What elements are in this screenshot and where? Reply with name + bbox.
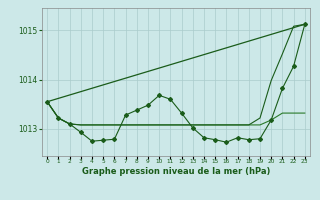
X-axis label: Graphe pression niveau de la mer (hPa): Graphe pression niveau de la mer (hPa) xyxy=(82,167,270,176)
